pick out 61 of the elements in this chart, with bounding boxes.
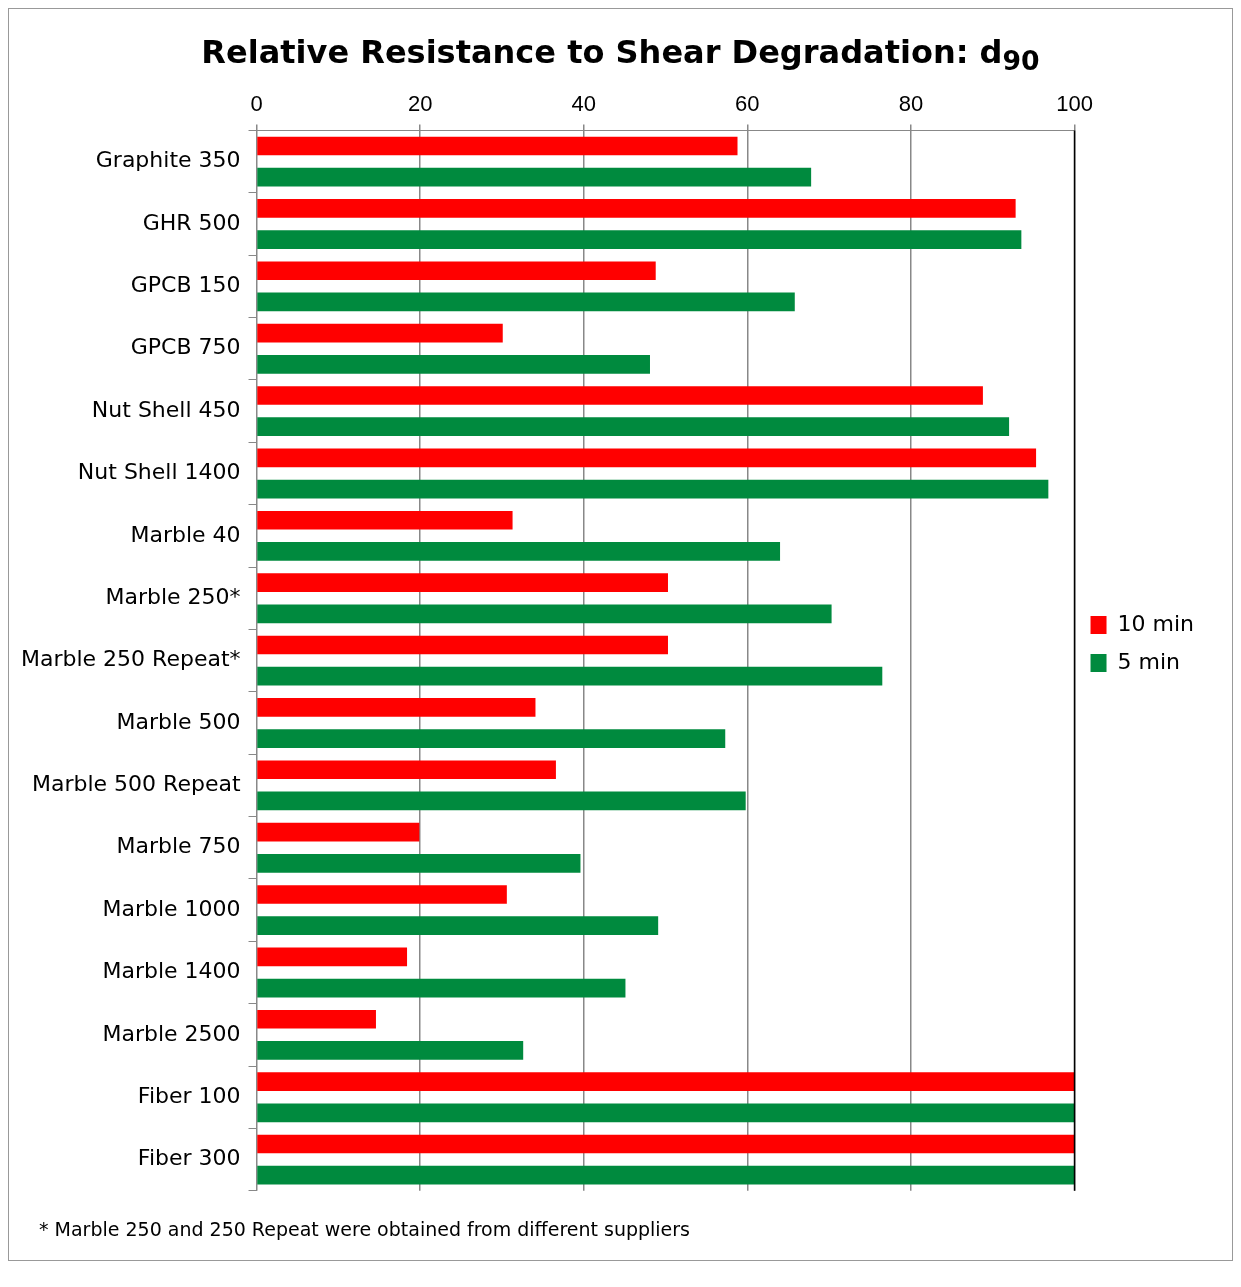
bar xyxy=(257,417,1010,437)
y-tick-label: Marble 1400 xyxy=(102,958,241,984)
x-tick-label: 100 xyxy=(1056,91,1093,117)
bar xyxy=(257,1041,524,1061)
bar xyxy=(257,667,883,686)
y-tick-label: Marble 1000 xyxy=(102,896,241,922)
x-tick-label: 20 xyxy=(407,91,433,117)
y-tick-label: Marble 40 xyxy=(130,521,241,547)
y-tick-label: Marble 250* xyxy=(105,584,241,610)
bar xyxy=(257,355,650,375)
bar xyxy=(257,324,503,343)
y-tick-label: GPCB 150 xyxy=(130,272,241,298)
bar xyxy=(257,199,1016,219)
y-tick-label: Graphite 350 xyxy=(95,147,241,173)
bar xyxy=(257,979,626,998)
bar xyxy=(257,947,408,967)
bar xyxy=(257,1010,376,1030)
y-tick-label: GPCB 750 xyxy=(130,334,241,360)
y-tick-label: GHR 500 xyxy=(142,210,241,236)
bar xyxy=(257,604,832,624)
text: * Marble 250 and 250 Repeat were obtained from different suppliers xyxy=(39,1218,692,1241)
bar xyxy=(257,292,795,312)
bar xyxy=(257,636,668,655)
x-tick-label: 0 xyxy=(250,91,263,117)
y-tick-label: Nut Shell 1400 xyxy=(77,459,241,485)
bar xyxy=(257,386,983,406)
bar xyxy=(257,511,513,530)
bar xyxy=(257,168,812,187)
bar xyxy=(257,480,1049,499)
bar xyxy=(257,791,746,811)
bar xyxy=(257,137,738,156)
bar xyxy=(257,1166,1075,1185)
y-tick-label: Marble 2500 xyxy=(102,1020,241,1046)
y-tick-label: Marble 500 Repeat xyxy=(31,771,241,797)
bar xyxy=(257,916,659,936)
legend-label: 10 min xyxy=(1117,611,1195,637)
legend-label: 5 min xyxy=(1117,649,1181,675)
bar xyxy=(257,448,1037,468)
bar xyxy=(257,230,1022,250)
x-tick-label: 40 xyxy=(571,91,596,117)
y-tick-label: Marble 250 Repeat* xyxy=(20,646,241,672)
bar xyxy=(257,885,507,905)
bar xyxy=(257,1072,1075,1092)
chart-title: Relative Resistance to Shear Degradation: d$_{90}$ xyxy=(200,33,1041,77)
bar xyxy=(257,542,781,562)
y-tick-label: Marble 750 xyxy=(116,833,241,859)
bar xyxy=(257,729,726,749)
y-tick-label: Fiber 100 xyxy=(137,1083,241,1109)
bar xyxy=(257,261,656,281)
bar xyxy=(257,854,581,874)
bar xyxy=(257,698,536,718)
x-tick-label: 60 xyxy=(735,91,760,117)
y-tick-label: Marble 500 xyxy=(116,709,241,735)
bar xyxy=(257,760,556,780)
y-tick-label: Nut Shell 450 xyxy=(91,397,241,423)
bar xyxy=(257,573,668,593)
bar xyxy=(257,1103,1075,1123)
x-tick-label: 80 xyxy=(898,91,924,117)
bar xyxy=(257,823,420,842)
y-tick-label: Fiber 300 xyxy=(137,1145,241,1171)
bar xyxy=(257,1135,1075,1154)
